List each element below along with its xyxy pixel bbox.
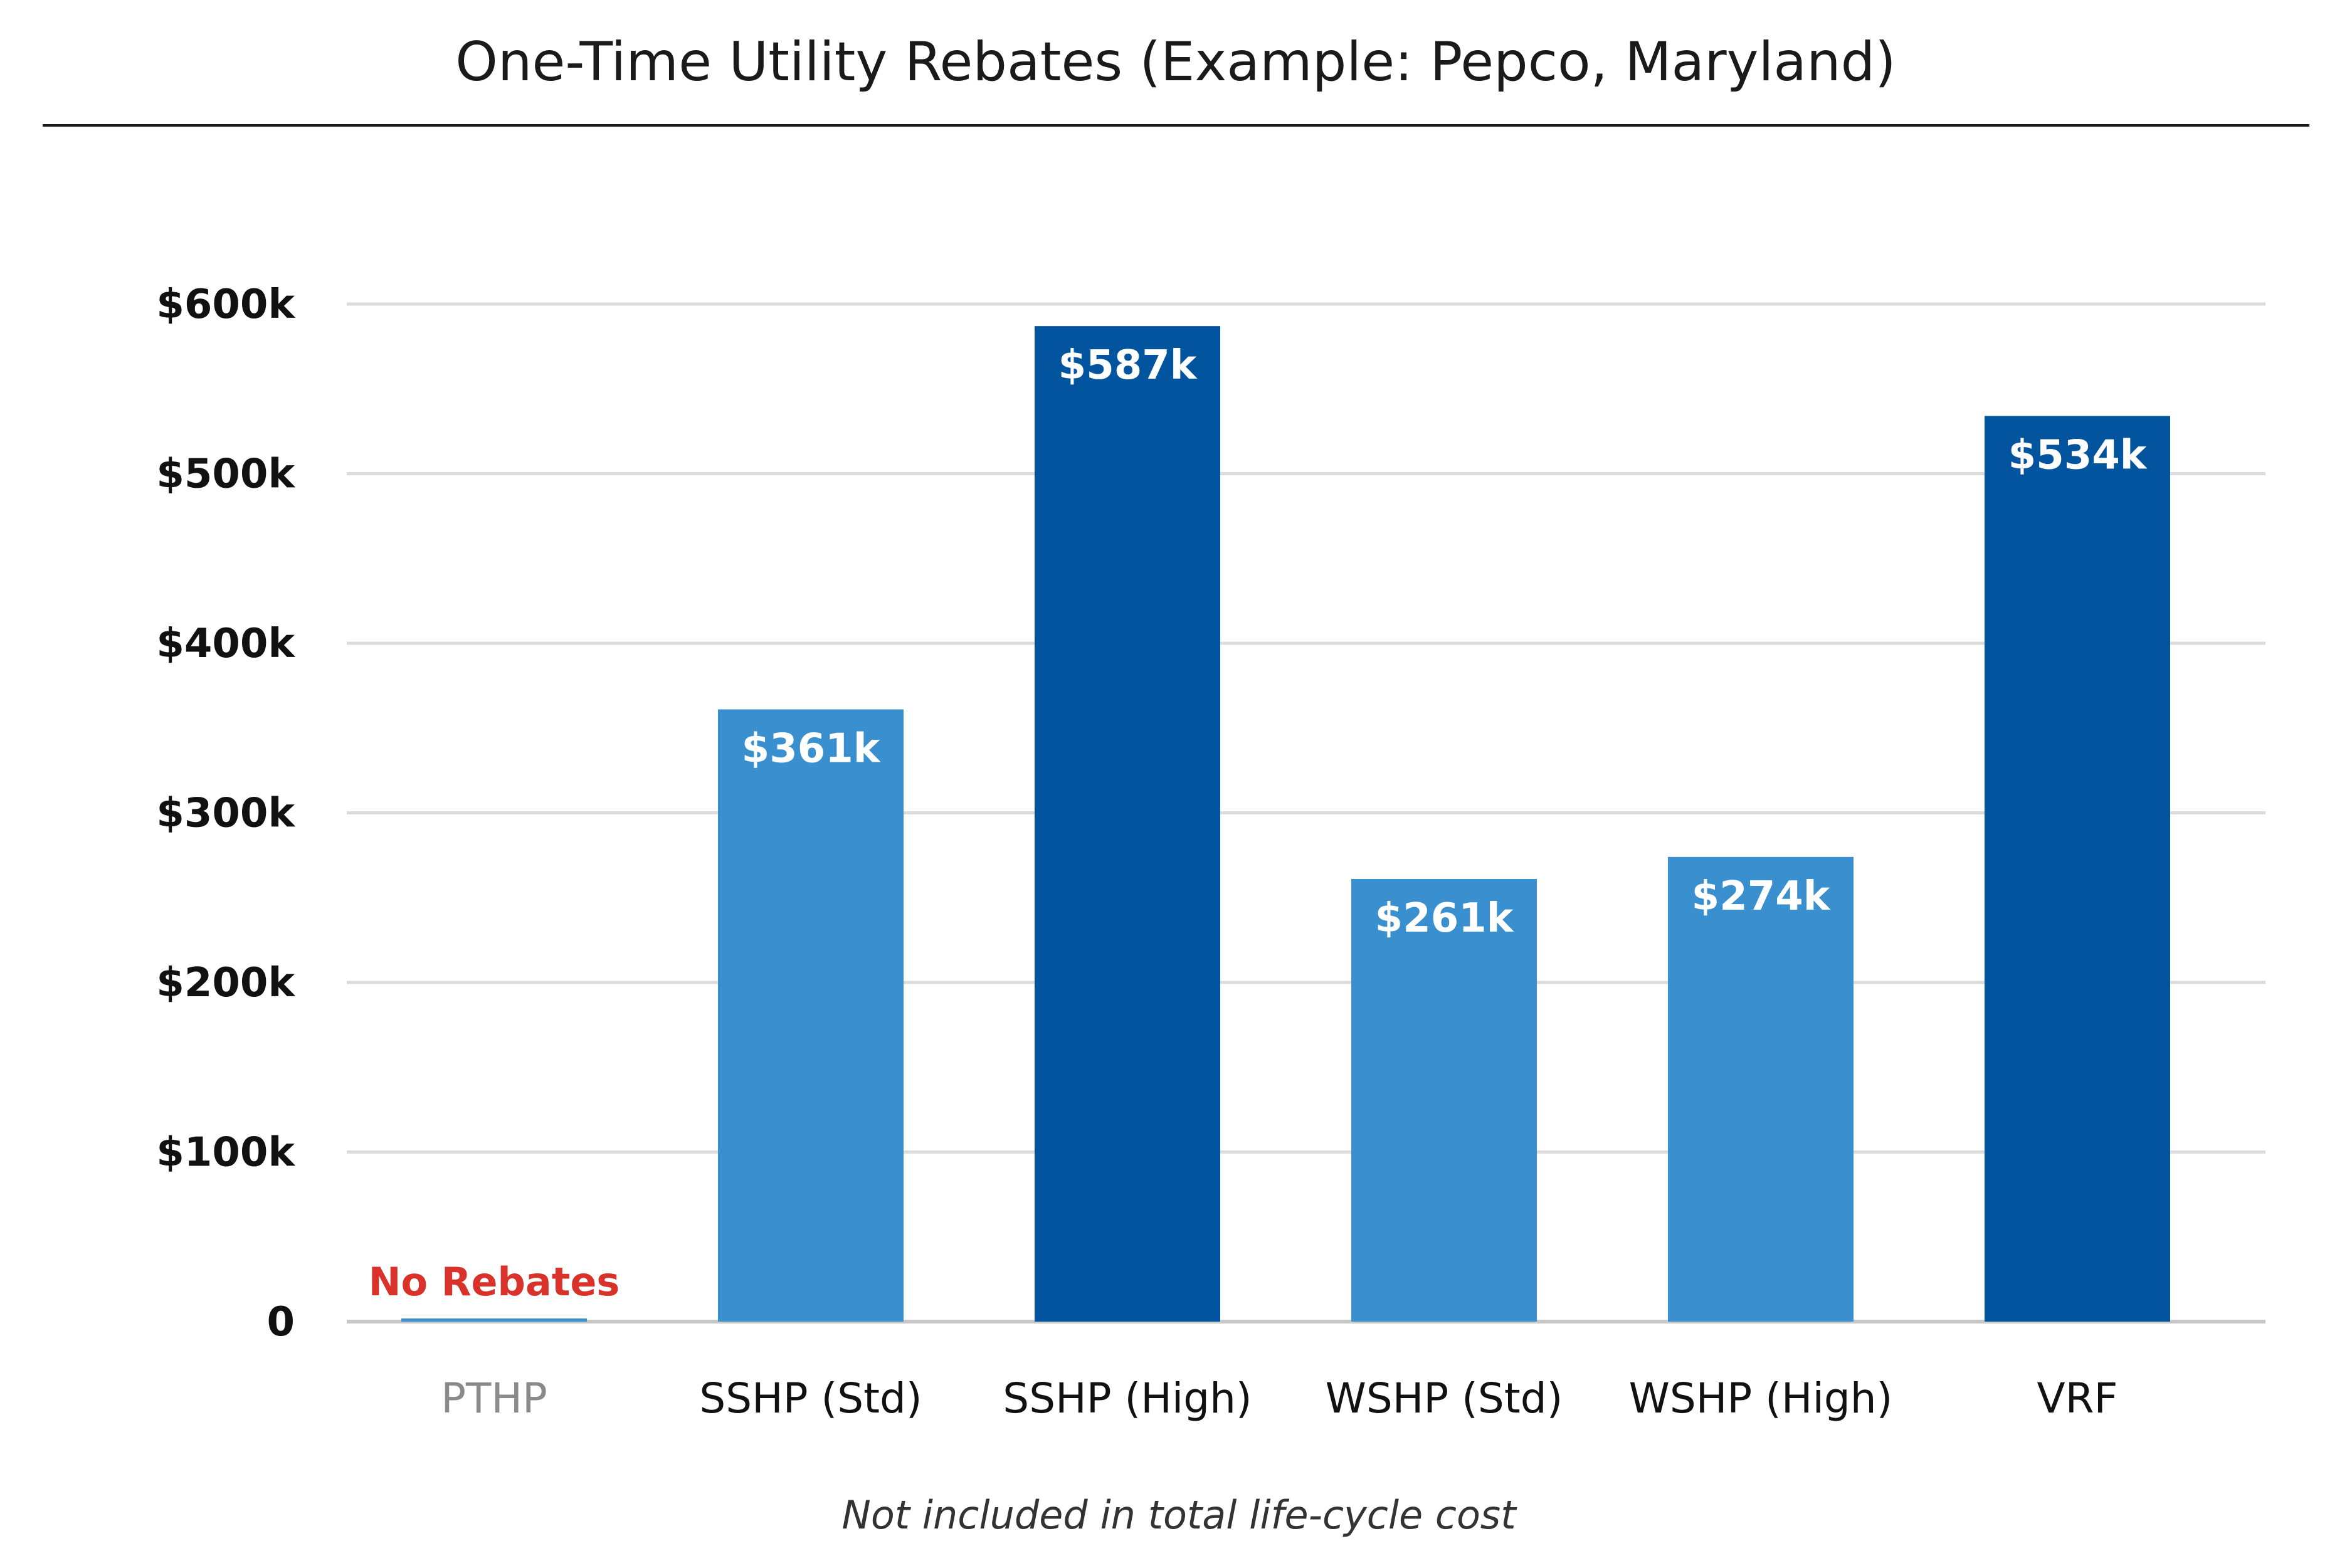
- x-axis-ticks: PTHP SSHP (Std) SSHP (High) WSHP (Std) WSHP …: [441, 1374, 2117, 1423]
- x-tick-label: SSHP (High): [1003, 1374, 1252, 1423]
- bar-value-label: $361k: [742, 725, 881, 772]
- y-tick-label: $400k: [156, 621, 295, 667]
- x-tick-label: SSHP (Std): [699, 1374, 922, 1423]
- y-tick-label: 0: [266, 1299, 295, 1345]
- footnote: Not included in total life-cycle cost: [841, 1492, 1517, 1538]
- y-tick-label: $500k: [156, 451, 295, 498]
- bar-value-label: $261k: [1375, 895, 1514, 942]
- bar-sshp-std: [718, 709, 904, 1322]
- y-tick-label: $600k: [156, 282, 295, 328]
- x-tick-label: WSHP (High): [1629, 1374, 1893, 1423]
- bar-sshp-high: [1035, 326, 1220, 1322]
- x-tick-label: WSHP (Std): [1326, 1374, 1563, 1423]
- bar-value-label: $534k: [2008, 433, 2148, 479]
- bar-wshp-high: [1668, 856, 1854, 1322]
- y-axis-ticks: 0 $100k $200k $300k $400k $500k $600k: [156, 282, 295, 1345]
- gridlines: [347, 302, 2265, 1323]
- bar-value-label: $274k: [1692, 873, 1831, 920]
- bar-vrf: [1985, 416, 2170, 1322]
- bars: No Rebates $361k $587k $261k $274k $534k: [369, 326, 2170, 1322]
- bar-value-label: $587k: [1058, 342, 1198, 389]
- bar-wshp-std: [1351, 878, 1537, 1322]
- chart-title: One-Time Utility Rebates (Example: Pepco…: [455, 31, 1896, 93]
- x-tick-label: PTHP: [441, 1374, 547, 1423]
- y-tick-label: $300k: [156, 791, 295, 837]
- bar-no-rebate-line: [401, 1318, 587, 1322]
- y-tick-label: $100k: [156, 1130, 295, 1176]
- x-tick-label: VRF: [2037, 1374, 2118, 1423]
- y-tick-label: $200k: [156, 960, 295, 1006]
- no-rebates-label: No Rebates: [369, 1259, 620, 1305]
